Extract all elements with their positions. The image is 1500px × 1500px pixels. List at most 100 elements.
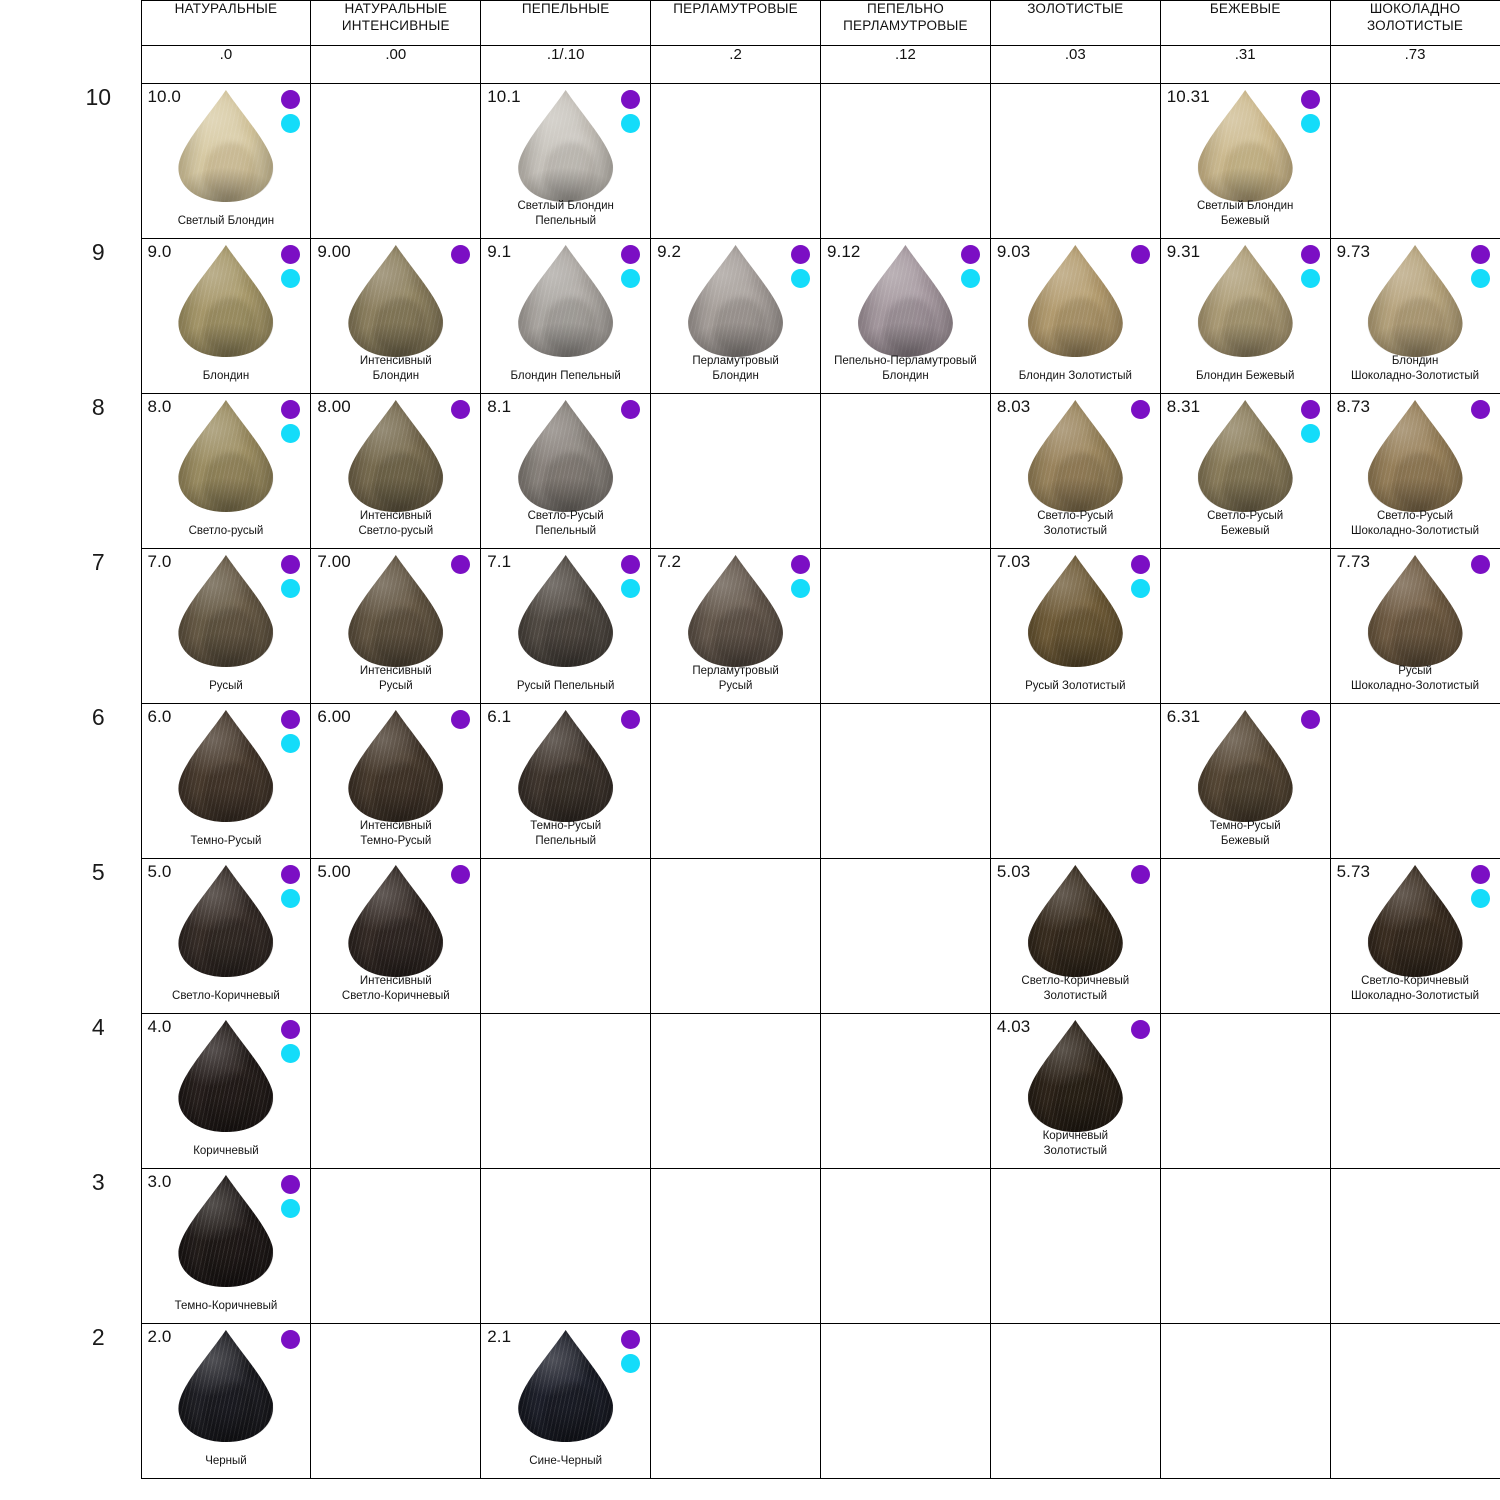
shade-cell[interactable]: 6.00 Интенсивный Темно-Русый — [310, 703, 482, 859]
shade-cell[interactable]: 5.0 Светло-Коричневый — [140, 858, 312, 1014]
swatch-highlight-right — [1060, 598, 1115, 665]
shade-cell[interactable]: 4.0 Коричневый — [140, 1013, 312, 1169]
shade-cell[interactable]: 2.1 Сине-Черный — [480, 1323, 652, 1479]
cyan-dot-icon — [1130, 579, 1150, 598]
purple-dot-icon — [960, 245, 980, 264]
column-family-code: .31 — [1159, 45, 1331, 84]
empty-cell — [820, 393, 991, 549]
shade-cell-inner: 8.0 Светло-русый — [142, 394, 311, 548]
empty-cell — [1329, 1323, 1500, 1479]
swatch-shading — [518, 555, 613, 667]
shade-cell[interactable]: 7.2 Перламутровый Русый — [650, 548, 821, 704]
shade-label: Светлый Блондин — [177, 215, 275, 228]
shade-cell[interactable]: 10.0 Светлый Блондин — [140, 83, 312, 239]
swatch-curl-shadow — [203, 297, 256, 355]
hair-swatch-icon — [858, 245, 953, 357]
shade-cell[interactable]: 7.73 Русый Шоколадно-Золотистый — [1329, 548, 1500, 704]
shade-cell-inner: 2.0 Черный — [142, 1324, 311, 1478]
shade-cell[interactable]: 10.1 Светлый Блондин Пепельный — [480, 83, 652, 239]
availability-dots — [1470, 400, 1490, 419]
shade-cell[interactable]: 7.03 Русый Золотистый — [989, 548, 1161, 704]
swatch-curl-shadow — [203, 1072, 256, 1130]
shade-cell[interactable]: 8.03 Светло-Русый Золотистый — [989, 393, 1161, 549]
empty-cell — [310, 83, 482, 239]
column-family-name: ПЕРЛАМУТРОВЫЕ — [650, 0, 821, 46]
empty-cell — [989, 1168, 1161, 1324]
family-code-row: .0.00.1/.10.2.12.03.31.73 — [56, 45, 1500, 84]
shade-label: Темно-Русый Пепельный — [530, 820, 602, 848]
shade-cell[interactable]: 6.0 Темно-Русый — [140, 703, 312, 859]
shade-label: Пепельно-Перламутровый Блондин — [834, 355, 977, 383]
shade-cell[interactable]: 9.2 Перламутровый Блондин — [650, 238, 821, 394]
shade-cell[interactable]: 9.12 Пепельно-Перламутровый Блондин — [820, 238, 991, 394]
purple-dot-icon — [791, 245, 810, 264]
shade-cell[interactable]: 7.00 Интенсивный Русый — [310, 548, 482, 704]
shade-label: Блондин Бежевый — [1195, 370, 1295, 383]
shade-cell[interactable]: 7.1 Русый Пепельный — [480, 548, 652, 704]
hair-swatch-icon — [518, 90, 613, 202]
availability-dots — [281, 90, 301, 133]
shade-cell[interactable]: 6.1 Темно-Русый Пепельный — [480, 703, 652, 859]
availability-dots — [281, 1175, 301, 1218]
empty-cell — [1329, 1013, 1500, 1169]
shade-code: 8.1 — [487, 397, 512, 416]
shade-cell[interactable]: 7.0 Русый — [140, 548, 312, 704]
level-number: 2 — [91, 1323, 105, 1350]
swatch-wrap — [142, 1330, 311, 1442]
empty-cell — [650, 1323, 821, 1479]
shade-cell[interactable]: 5.03 Светло-Коричневый Золотистый — [989, 858, 1161, 1014]
level-row: 10 10.0 Светлый Блондин 10.1 Светлый Блондин… — [56, 83, 1500, 239]
shade-cell[interactable]: 3.0 Темно-Коричневый — [140, 1168, 312, 1324]
shade-cell-inner: 6.00 Интенсивный Темно-Русый — [311, 704, 480, 858]
swatch-curl-shadow — [1222, 297, 1275, 355]
availability-dots — [960, 245, 980, 288]
swatch-wrap — [481, 710, 650, 822]
purple-dot-icon — [451, 865, 471, 884]
swatch-shading — [178, 90, 273, 202]
swatch-wrap — [142, 90, 311, 202]
cyan-dot-icon — [1300, 269, 1320, 288]
shade-cell[interactable]: 8.0 Светло-русый — [140, 393, 312, 549]
level-row: 6 6.0 Темно-Русый 6.00 Интенсивный Темно-Рус… — [56, 703, 1500, 859]
purple-dot-icon — [281, 400, 301, 419]
swatch-highlight-right — [550, 288, 605, 355]
shade-cell[interactable]: 4.03 Коричневый Золотистый — [989, 1013, 1161, 1169]
shade-cell[interactable]: 9.73 Блондин Шоколадно-Золотистый — [1329, 238, 1500, 394]
shade-cell-inner: 5.03 Светло-Коричневый Золотистый — [991, 859, 1160, 1013]
availability-dots — [1300, 710, 1320, 729]
shade-cell[interactable]: 9.03 Блондин Золотистый — [989, 238, 1161, 394]
shade-cell[interactable]: 8.73 Светло-Русый Шоколадно-Золотистый — [1329, 393, 1500, 549]
shade-cell-inner: 8.1 Светло-Русый Пепельный — [481, 394, 650, 548]
shade-label: Светло-Коричневый Золотистый — [1021, 975, 1130, 1003]
swatch-highlight-right — [211, 908, 266, 975]
purple-dot-icon — [451, 555, 471, 574]
hair-swatch-icon — [1368, 555, 1463, 667]
availability-dots — [281, 1020, 301, 1063]
shade-code: 5.73 — [1336, 862, 1371, 881]
shade-code: 2.1 — [487, 1327, 512, 1346]
shade-cell[interactable]: 6.31 Темно-Русый Бежевый — [1159, 703, 1331, 859]
shade-label: Коричневый Золотистый — [1042, 1130, 1109, 1158]
availability-dots — [281, 555, 301, 598]
shade-cell[interactable]: 9.00 Интенсивный Блондин — [310, 238, 482, 394]
shade-code: 8.31 — [1166, 397, 1201, 416]
shade-cell[interactable]: 9.31 Блондин Бежевый — [1159, 238, 1331, 394]
purple-dot-icon — [621, 710, 641, 729]
shade-cell[interactable]: 2.0 Черный — [140, 1323, 312, 1479]
shade-code: 9.2 — [657, 242, 682, 261]
shade-code: 9.03 — [996, 242, 1031, 261]
purple-dot-icon — [1130, 245, 1150, 264]
shade-cell[interactable]: 8.00 Интенсивный Светло-русый — [310, 393, 482, 549]
shade-label: Темно-Коричневый — [174, 1300, 278, 1313]
availability-dots — [1300, 400, 1320, 443]
shade-cell[interactable]: 10.31 Светлый Блондин Бежевый — [1159, 83, 1331, 239]
cyan-dot-icon — [621, 269, 641, 288]
shade-cell[interactable]: 9.0 Блондин — [140, 238, 312, 394]
shade-cell[interactable]: 8.1 Светло-Русый Пепельный — [480, 393, 652, 549]
swatch-shading — [348, 400, 443, 512]
shade-cell[interactable]: 9.1 Блондин Пепельный — [480, 238, 652, 394]
shade-cell[interactable]: 8.31 Светло-Русый Бежевый — [1159, 393, 1331, 549]
shade-cell[interactable]: 5.73 Светло-Коричневый Шоколадно-Золотист… — [1329, 858, 1500, 1014]
shade-cell[interactable]: 5.00 Интенсивный Светло-Коричневый — [310, 858, 482, 1014]
empty-cell — [1159, 1323, 1331, 1479]
